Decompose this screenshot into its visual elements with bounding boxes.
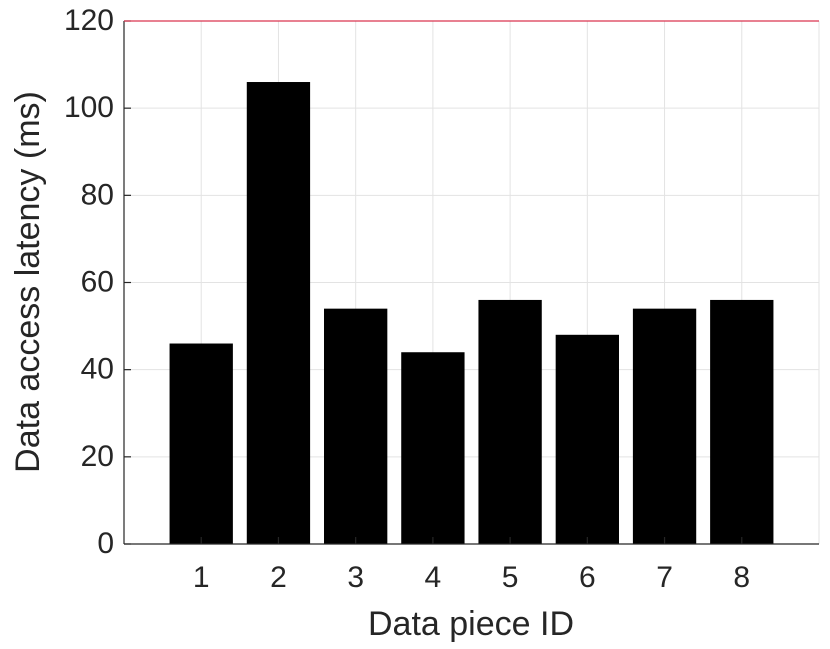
y-tick-label: 60	[81, 265, 114, 298]
y-tick-label: 0	[97, 527, 114, 560]
bar	[710, 299, 774, 544]
bar	[555, 334, 619, 544]
bar	[632, 308, 697, 544]
y-tick-label: 40	[81, 353, 114, 386]
y-tick-label: 80	[81, 178, 114, 211]
x-tick-label: 2	[270, 561, 287, 594]
axes: 0 20 40 60 80 100 120 1 2 3 4 5 6 7 8	[64, 4, 819, 594]
x-tick-label: 6	[579, 561, 596, 594]
bars	[169, 82, 774, 545]
x-tick-label: 7	[656, 561, 673, 594]
x-tick-label: 8	[733, 561, 750, 594]
bar	[401, 352, 465, 544]
x-tick-label: 3	[347, 561, 364, 594]
bar	[246, 82, 311, 545]
x-axis-label: Data piece ID	[368, 605, 574, 643]
bar	[478, 299, 542, 544]
bar	[169, 343, 233, 544]
bar	[324, 308, 388, 544]
y-tick-label: 120	[64, 4, 114, 37]
y-tick-label: 100	[64, 91, 114, 124]
y-tick-label: 20	[81, 440, 114, 473]
x-tick-label: 4	[425, 561, 442, 594]
y-axis-label: Data access latency (ms)	[9, 91, 47, 473]
x-tick-label: 5	[502, 561, 519, 594]
x-tick-label: 1	[193, 561, 210, 594]
